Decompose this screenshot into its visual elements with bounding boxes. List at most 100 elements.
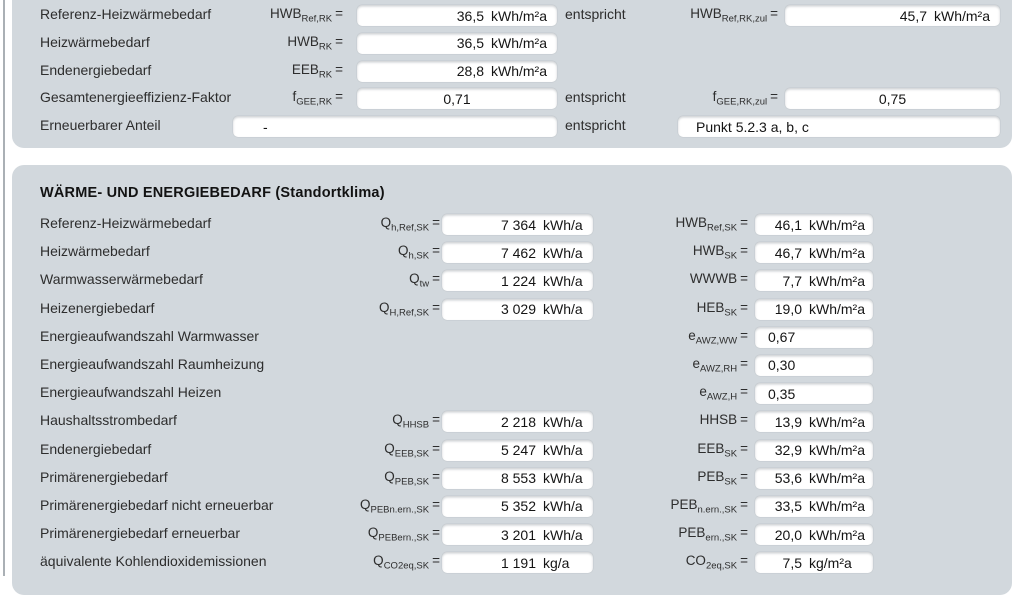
row-label: Referenz-Heizwärmebedarf [40, 215, 212, 231]
table-row: Erneuerbarer Anteil - entspricht Punkt 5… [12, 113, 1012, 141]
value-field[interactable]: 36,5 kWh/m²a [357, 32, 557, 54]
annual-value-field[interactable]: 1 224 kWh/a [442, 270, 593, 292]
specific-symbol: eAWZ,RH = [692, 355, 748, 375]
row-symbol: HWBRK = [287, 33, 343, 53]
limit-symbol: HWBRef,RK,zul = [690, 6, 778, 25]
reference-climate-section: Referenz-Heizwärmebedarf HWBRef,RK = 36,5… [12, 0, 1012, 148]
row-symbol: Qh,Ref,SK = [380, 215, 440, 234]
table-row: Heizwärmebedarf Qh,SK = 7 462 kWh/a HWBSK =… [12, 239, 1012, 267]
annual-value-field[interactable]: 3 029 kWh/a [442, 298, 593, 320]
specific-symbol: eAWZ,H = [699, 384, 748, 403]
row-label: Warmwasserwärmebedarf [40, 271, 203, 288]
row-label: Primärenergiebedarf erneuerbar [40, 525, 240, 542]
specific-symbol: WWWB = [689, 271, 748, 287]
specific-symbol: eAWZ,WW = [688, 327, 748, 347]
row-symbol: fGEE,RK = [292, 89, 343, 109]
table-row: Heizenergiebedarf QH,Ref,SK = 3 029 kWh/a … [12, 296, 1012, 324]
specific-symbol: PEBn.ern.,SK = [670, 496, 748, 516]
specific-value-field[interactable]: 0,30 [755, 354, 873, 376]
table-row: Referenz-Heizwärmebedarf Qh,Ref,SK = 7 36… [12, 211, 1012, 239]
specific-symbol: HWBRef,SK = [675, 215, 749, 234]
table-row: äquivalente Kohlendioxidemissionen QCO2e… [12, 549, 1012, 577]
table-row: Referenz-Heizwärmebedarf HWBRef,RK = 36,5… [12, 2, 1012, 30]
annual-value-field[interactable]: 5 247 kWh/a [442, 439, 593, 461]
value-field[interactable]: 36,5 kWh/m²a [357, 5, 557, 26]
annual-value-field[interactable]: 8 553 kWh/a [442, 467, 593, 489]
row-symbol: QPEBn.ern.,SK = [359, 496, 440, 516]
value-field[interactable]: - [233, 116, 557, 138]
reference-point-field[interactable]: Punkt 5.2.3 a, b, c [678, 116, 1000, 138]
specific-symbol: PEBern.,SK = [678, 525, 748, 544]
entspricht-label: entspricht [565, 117, 626, 134]
row-symbol: QEEB,SK = [384, 440, 440, 460]
row-label: Heizwärmebedarf [40, 33, 150, 50]
specific-value-field[interactable]: 32,9 kWh/m²a [755, 439, 873, 461]
table-row: Primärenergiebedarf nicht erneuerbar QPE… [12, 493, 1012, 521]
row-symbol: Qh,SK = [397, 243, 440, 262]
row-label: Haushaltsstrombedarf [40, 412, 177, 429]
rows-container: Referenz-Heizwärmebedarf Qh,Ref,SK = 7 36… [12, 211, 1012, 577]
table-row: Warmwasserwärmebedarf Qtw = 1 224 kWh/a WW… [12, 267, 1012, 295]
annual-value-field[interactable]: 3 201 kWh/a [442, 524, 593, 546]
row-label: Energieaufwandszahl Heizen [40, 384, 222, 401]
annual-value-field[interactable]: 7 364 kWh/a [442, 214, 593, 235]
specific-value-field[interactable]: 53,6 kWh/m²a [755, 467, 873, 489]
value-field[interactable]: 0,71 [357, 88, 557, 110]
row-symbol: Qtw = [409, 271, 440, 291]
specific-value-field[interactable]: 46,7 kWh/m²a [755, 242, 873, 264]
row-label: Referenz-Heizwärmebedarf [40, 6, 212, 22]
specific-value-field[interactable]: 33,5 kWh/m²a [755, 495, 873, 517]
specific-value-field[interactable]: 7,7 kWh/m²a [755, 270, 873, 292]
row-label: Primärenergiebedarf nicht erneuerbar [40, 496, 274, 513]
row-symbol: QCO2eq,SK = [373, 553, 440, 572]
entspricht-label: entspricht [565, 6, 626, 22]
specific-symbol: HHSB = [699, 412, 748, 428]
annual-value-field[interactable]: 7 462 kWh/a [442, 242, 593, 264]
table-row: Endenergiebedarf QEEB,SK = 5 247 kWh/a EEB… [12, 437, 1012, 465]
row-label: Gesamtenergieeffizienz-Faktor [40, 89, 232, 106]
specific-value-field[interactable]: 0,67 [755, 326, 873, 348]
table-row: Energieaufwandszahl Heizen = eAWZ,H= 0,3… [12, 380, 1012, 408]
specific-value-field[interactable]: 7,5 kg/m²a [755, 552, 873, 574]
row-symbol: QPEBern.,SK = [367, 525, 440, 544]
table-row: Endenergiebedarf EEBRK = 28,8 kWh/m²a [12, 58, 1012, 86]
site-climate-section: WÄRME- UND ENERGIEBEDARF (Standortklima)… [12, 165, 1012, 595]
specific-value-field[interactable]: 19,0 kWh/m²a [755, 298, 873, 320]
specific-symbol: EEBSK = [697, 440, 748, 460]
specific-value-field[interactable]: 0,35 [755, 383, 873, 405]
row-symbol: QHHSB = [392, 412, 440, 431]
row-label: Erneuerbarer Anteil [40, 117, 161, 134]
row-symbol: QH,Ref,SK = [378, 299, 440, 319]
specific-symbol: HWBSK = [692, 243, 748, 262]
specific-value-field[interactable]: 46,1 kWh/m²a [755, 214, 873, 235]
row-label: Primärenergiebedarf [40, 468, 168, 485]
limit-value-field[interactable]: 45,7 kWh/m²a [785, 5, 1000, 26]
specific-value-field[interactable]: 13,9 kWh/m²a [755, 411, 873, 433]
row-symbol: QPEB,SK = [384, 468, 440, 488]
specific-symbol: PEBSK = [697, 468, 748, 488]
value-field[interactable]: 28,8 kWh/m²a [357, 60, 557, 82]
row-label: Energieaufwandszahl Warmwasser [40, 327, 259, 344]
row-label: Heizenergiebedarf [40, 299, 155, 316]
annual-value-field[interactable]: 1 191 kg/a [442, 552, 593, 574]
specific-symbol: HEBSK = [696, 299, 748, 319]
row-symbol: EEBRK = [291, 61, 343, 81]
specific-value-field[interactable]: 20,0 kWh/m²a [755, 524, 873, 546]
row-label: Endenergiebedarf [40, 61, 152, 78]
table-row: Gesamtenergieeffizienz-Faktor fGEE,RK = 0… [12, 85, 1012, 113]
page-edge-line [3, 0, 5, 576]
annual-value-field[interactable]: 5 352 kWh/a [442, 495, 593, 517]
row-label: äquivalente Kohlendioxidemissionen [40, 553, 267, 570]
table-row: Energieaufwandszahl Raumheizung = eAWZ,R… [12, 352, 1012, 380]
limit-value-field[interactable]: 0,75 [785, 88, 1000, 110]
table-row: Primärenergiebedarf QPEB,SK = 8 553 kWh/a … [12, 465, 1012, 493]
row-label: Endenergiebedarf [40, 440, 152, 457]
table-row: Haushaltsstrombedarf QHHSB = 2 218 kWh/a H… [12, 408, 1012, 436]
entspricht-label: entspricht [565, 89, 626, 106]
table-row: Heizwärmebedarf HWBRK = 36,5 kWh/m²a [12, 30, 1012, 58]
table-row: Primärenergiebedarf erneuerbar QPEBern.,… [12, 521, 1012, 549]
limit-symbol: fGEE,RK,zul = [712, 89, 778, 109]
annual-value-field[interactable]: 2 218 kWh/a [442, 411, 593, 433]
row-label: Heizwärmebedarf [40, 243, 150, 260]
specific-symbol: CO2eq,SK = [685, 553, 748, 572]
